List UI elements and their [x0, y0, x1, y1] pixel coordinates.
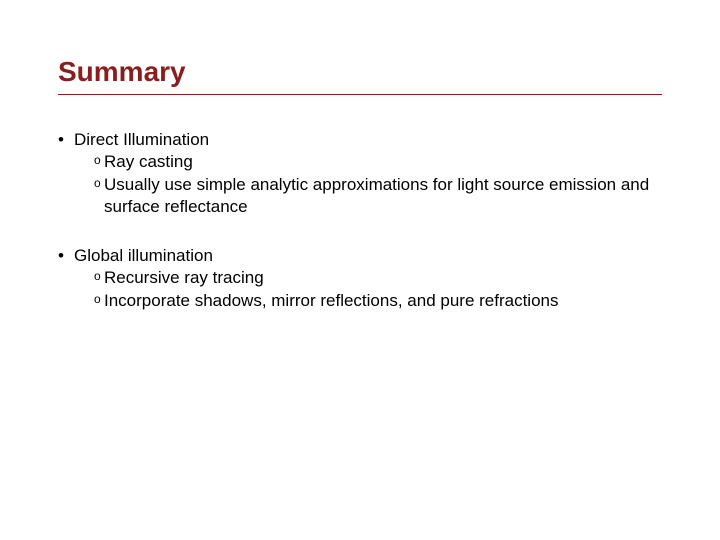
slide-body: • Direct Illumination o Ray casting o Us…: [58, 129, 662, 312]
bullet-dot-icon: •: [58, 245, 64, 267]
sub-list: o Ray casting o Usually use simple analy…: [74, 151, 662, 218]
sub-list-item: o Usually use simple analytic approximat…: [94, 174, 662, 219]
bullet-dot-icon: •: [58, 129, 64, 151]
sub-list-item-label: Recursive ray tracing: [104, 268, 264, 287]
sub-list-item: o Ray casting: [94, 151, 662, 173]
list-item: • Global illumination o Recursive ray tr…: [58, 245, 662, 312]
bullet-list: • Direct Illumination o Ray casting o Us…: [58, 129, 662, 312]
sub-list-item: o Recursive ray tracing: [94, 267, 662, 289]
slide-title: Summary: [58, 56, 662, 88]
list-item-label: Direct Illumination: [74, 130, 209, 149]
list-item: • Direct Illumination o Ray casting o Us…: [58, 129, 662, 219]
sub-list-item: o Incorporate shadows, mirror reflection…: [94, 290, 662, 312]
title-rule: [58, 94, 662, 95]
bullet-circle-icon: o: [94, 292, 101, 308]
bullet-circle-icon: o: [94, 153, 101, 169]
bullet-circle-icon: o: [94, 176, 101, 192]
bullet-circle-icon: o: [94, 269, 101, 285]
sub-list-item-label: Incorporate shadows, mirror reflections,…: [104, 291, 558, 310]
sub-list-item-label: Ray casting: [104, 152, 193, 171]
slide: Summary • Direct Illumination o Ray cast…: [0, 0, 720, 540]
list-item-label: Global illumination: [74, 246, 213, 265]
sub-list: o Recursive ray tracing o Incorporate sh…: [74, 267, 662, 312]
sub-list-item-label: Usually use simple analytic approximatio…: [104, 175, 649, 216]
